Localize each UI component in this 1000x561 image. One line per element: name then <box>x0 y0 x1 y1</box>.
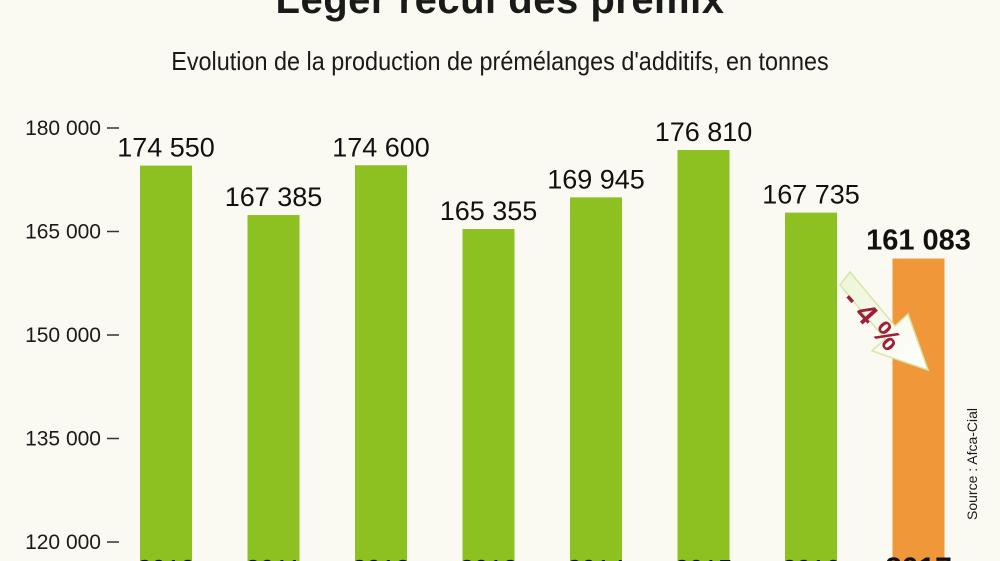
bar-2016 <box>785 212 837 561</box>
chart-subtitle: Evolution de la production de prémélange… <box>171 46 829 76</box>
value-label-2013: 165 355 <box>440 196 538 226</box>
bar-2011 <box>247 215 300 561</box>
value-label-2010: 174 550 <box>117 133 215 163</box>
down-arrow-icon <box>839 270 930 372</box>
bar-2012 <box>355 165 407 561</box>
x-tick-label-2011: 2011 <box>246 554 302 561</box>
value-label-2016: 167 735 <box>762 180 860 210</box>
value-label-2015: 176 810 <box>655 117 753 147</box>
x-tick-label-2010: 2010 <box>137 554 195 561</box>
value-label-2014: 169 945 <box>547 164 645 194</box>
y-tick-label: 180 000 <box>25 117 101 140</box>
value-label-2012: 174 600 <box>332 132 430 162</box>
x-tick-label-2017: 2017 <box>885 552 952 561</box>
x-tick-label-2012: 2012 <box>352 554 410 561</box>
chart-title: Léger recul des prémix <box>275 0 725 22</box>
bar-2015 <box>677 150 730 561</box>
bar-2013 <box>462 229 515 561</box>
y-tick-label: 165 000 <box>25 221 101 244</box>
y-tick-label: 120 000 <box>25 531 101 554</box>
bar-2017 <box>892 258 945 561</box>
x-tick-label-2014: 2014 <box>567 554 625 561</box>
bars-group <box>140 150 945 561</box>
value-label-2011: 167 385 <box>225 182 323 212</box>
source-note: Source : Afca-Cial <box>964 407 980 520</box>
y-tick-label: 150 000 <box>25 324 101 347</box>
value-label-2017: 161 083 <box>866 225 971 257</box>
value-labels-group: 174 550 167 385 174 600 165 355 169 945 176 8… <box>117 117 971 257</box>
bar-2014 <box>570 197 622 561</box>
bar-2010 <box>140 165 192 561</box>
y-tick-label: 135 000 <box>25 428 101 451</box>
x-tick-label-2013: 2013 <box>460 554 518 561</box>
x-tick-labels-group: 2010 2011 2012 2013 2014 2015 2016 2017 <box>137 552 952 561</box>
x-tick-label-2016: 2016 <box>782 554 840 561</box>
x-tick-label-2015: 2015 <box>675 554 733 561</box>
y-axis: 120 000 135 000 150 000 165 000 180 000 <box>25 117 119 554</box>
